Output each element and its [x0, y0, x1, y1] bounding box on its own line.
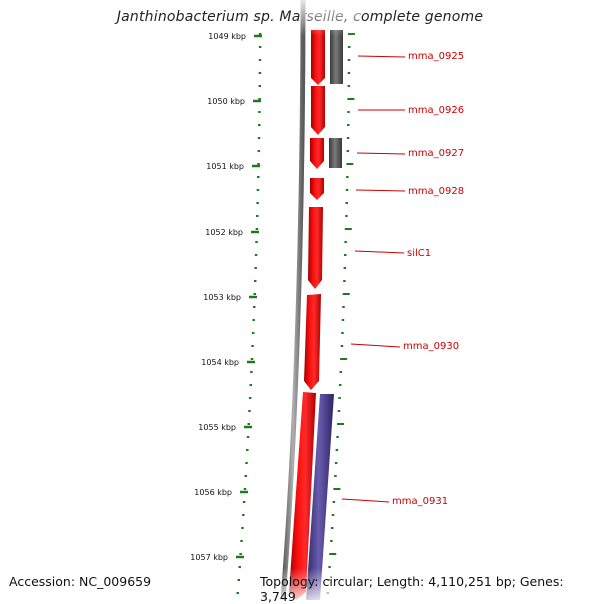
kbp-label-1049: 1049 kbp	[208, 32, 246, 41]
kbp-tick-1051: 1051 kbp	[206, 162, 260, 171]
gene-label-text: mma_0928	[408, 186, 464, 197]
gene-feature-reverse-1[interactable]	[330, 30, 343, 84]
kbp-label-1050: 1050 kbp	[207, 97, 245, 106]
gene-label-mma_0925[interactable]: mma_0925	[357, 51, 464, 62]
forward-strand	[289, 30, 325, 600]
kbp-label-1052: 1052 kbp	[205, 228, 243, 237]
gene-feature-silC1[interactable]	[308, 207, 323, 289]
kbp-tick-1054: 1054 kbp	[201, 358, 255, 367]
gene-feature-mma_0926[interactable]	[311, 86, 325, 135]
gene-label-mma_0928[interactable]: mma_0928	[355, 186, 464, 197]
outer-tick-ring	[236, 33, 262, 594]
gene-label-mma_0930[interactable]: mma_0930	[350, 341, 459, 352]
kbp-label-1055: 1055 kbp	[198, 423, 236, 432]
gene-label-text: silC1	[407, 248, 431, 259]
gene-feature-mma_0927[interactable]	[310, 138, 324, 169]
gene-label-mma_0926[interactable]: mma_0926	[358, 105, 464, 116]
gene-feature-mma_0928[interactable]	[310, 178, 324, 200]
gene-feature-mma_0931[interactable]	[306, 394, 334, 600]
kbp-tick-1055: 1055 kbp	[198, 423, 252, 432]
reverse-strand	[306, 30, 343, 600]
kbp-label-1054: 1054 kbp	[201, 358, 239, 367]
kbp-scale: 1049 kbp 1050 kbp 1051 kbp 1052 kbp 1053…	[190, 32, 262, 562]
map-title: Janthinobacterium sp. Marseille, complet…	[116, 9, 484, 25]
kbp-tick-1056: 1056 kbp	[194, 488, 248, 497]
kbp-tick-1053: 1053 kbp	[203, 293, 257, 302]
kbp-tick-1052: 1052 kbp	[205, 228, 259, 237]
kbp-tick-1049: 1049 kbp	[208, 32, 262, 41]
gene-label-mma_0931[interactable]: mma_0931	[341, 496, 448, 507]
kbp-label-1057: 1057 kbp	[190, 553, 228, 562]
inner-tick-ring	[326, 33, 355, 594]
gene-label-silC1[interactable]: silC1	[354, 248, 431, 259]
kbp-tick-1050: 1050 kbp	[207, 97, 261, 106]
kbp-label-1056: 1056 kbp	[194, 488, 232, 497]
gene-feature-mma_0930-part2[interactable]	[289, 392, 316, 600]
gene-label-text: mma_0925	[408, 51, 464, 62]
gene-label-text: mma_0926	[408, 105, 464, 116]
bottom-fade	[270, 568, 350, 600]
gene-feature-reverse-2[interactable]	[329, 138, 342, 168]
kbp-label-1051: 1051 kbp	[206, 162, 244, 171]
kbp-tick-1057: 1057 kbp	[190, 553, 244, 562]
gene-labels: mma_0925 mma_0926 mma_0927 mma_0928 silC…	[341, 51, 464, 507]
accession-text: Accession: NC_009659	[9, 574, 152, 589]
gene-feature-mma_0930-part1[interactable]	[304, 294, 321, 390]
gene-label-text: mma_0927	[408, 148, 464, 159]
gene-label-text: mma_0931	[392, 496, 448, 507]
top-fade	[300, 0, 360, 36]
gene-label-mma_0927[interactable]: mma_0927	[356, 148, 464, 159]
gene-label-text: mma_0930	[403, 341, 459, 352]
kbp-label-1053: 1053 kbp	[203, 293, 241, 302]
genome-backbone	[280, 0, 306, 600]
gene-feature-mma_0925[interactable]	[311, 30, 325, 85]
